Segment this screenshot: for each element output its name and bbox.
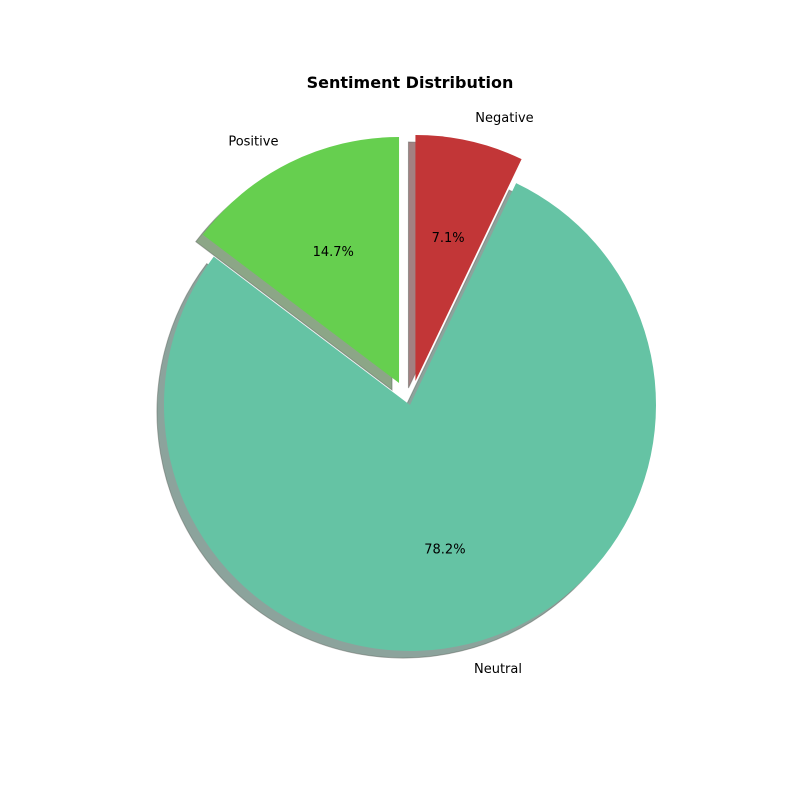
slice-labels: Negative 7.1% Neutral 78.2% Positive 14.7% — [228, 111, 533, 677]
pie-slice-neutral — [163, 183, 656, 651]
slice-label-positive: Positive — [228, 135, 278, 150]
pie-slice-negative — [415, 135, 522, 382]
slice-pct-label-negative: 7.1% — [432, 231, 465, 246]
slice-pct-label-positive: 14.7% — [313, 245, 354, 260]
slice-pct-label-neutral: 78.2% — [424, 542, 465, 557]
slice-label-negative: Negative — [475, 111, 533, 126]
pie-slice-positive — [202, 136, 400, 383]
slice-label-neutral: Neutral — [474, 662, 522, 677]
chart-title: Sentiment Distribution — [307, 73, 514, 92]
slices — [163, 135, 656, 651]
